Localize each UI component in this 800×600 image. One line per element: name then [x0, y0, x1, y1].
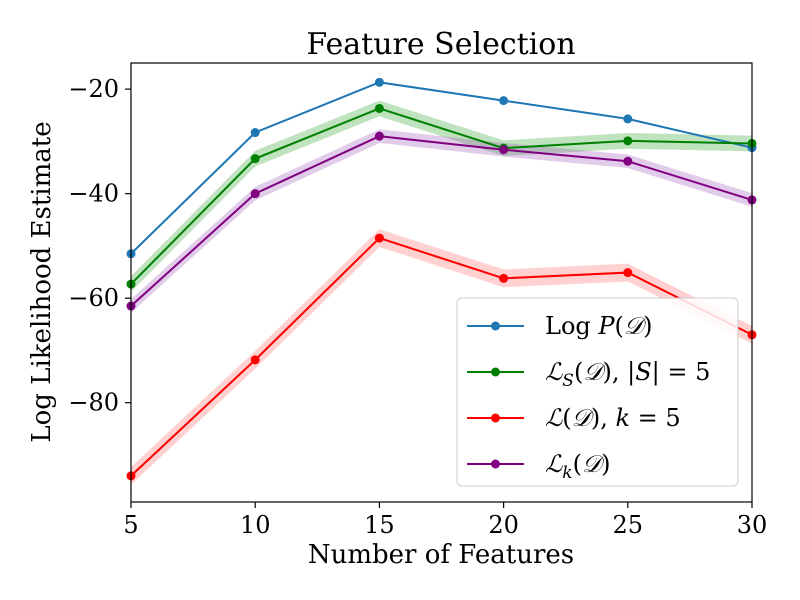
- legend-box: [456, 297, 739, 487]
- y-axis-label: Log Likelihood Estimate: [27, 121, 57, 442]
- line-ls: [130, 107, 753, 285]
- point-lk-15: [374, 131, 384, 141]
- point-ls-10: [250, 154, 260, 164]
- x-tick-label-25: 25: [613, 511, 644, 539]
- legend-marker-l: [491, 413, 500, 423]
- series-lines: [130, 81, 753, 477]
- x-axis-label: Number of Features: [308, 540, 574, 570]
- line-logp: [130, 81, 753, 255]
- x-tick-label-5: 5: [123, 511, 138, 539]
- y-axis-ticks: −20 −40 −60 −80: [68, 75, 131, 417]
- point-ls-15: [374, 103, 384, 113]
- x-axis-ticks: 5 10 15 20 25 30: [123, 502, 767, 539]
- chart-title: Feature Selection: [306, 27, 575, 62]
- point-logp-15: [374, 77, 384, 87]
- point-lk-10: [250, 189, 260, 199]
- x-tick-label-20: 20: [488, 511, 519, 539]
- legend: Log P(𝒟) ℒS(𝒟), |S| = 5 ℒ(𝒟), k = 5 ℒk(𝒟): [456, 297, 739, 487]
- legend-label-ls: ℒS(𝒟), |S| = 5: [545, 358, 710, 391]
- plot-frame: [130, 62, 753, 503]
- y-tick-label--80: −80: [68, 389, 119, 417]
- legend-label-lk: ℒk(𝒟): [545, 450, 611, 483]
- point-logp-25: [623, 114, 633, 124]
- point-l-25: [623, 268, 633, 278]
- band-ls: [131, 100, 752, 292]
- point-logp-10: [250, 128, 260, 138]
- point-l-10: [250, 355, 260, 365]
- x-tick-label-10: 10: [240, 511, 271, 539]
- point-lk-20: [499, 145, 509, 155]
- band-lk: [131, 129, 752, 313]
- point-lk-25: [623, 156, 633, 166]
- legend-marker-logp: [491, 321, 500, 331]
- point-l-20: [499, 273, 509, 283]
- y-tick-label--20: −20: [68, 75, 119, 103]
- x-tick-label-15: 15: [364, 511, 395, 539]
- legend-label-l: ℒ(𝒟), k = 5: [545, 404, 681, 432]
- y-tick-label--40: −40: [68, 180, 119, 208]
- y-tick-label--60: −60: [68, 284, 119, 312]
- point-logp-20: [499, 96, 509, 106]
- line-lk: [130, 135, 753, 307]
- legend-marker-lk: [491, 459, 500, 469]
- line-l: [130, 236, 753, 477]
- legend-marker-ls: [491, 367, 500, 377]
- legend-label-logp: Log P(𝒟): [545, 312, 652, 340]
- point-ls-25: [623, 136, 633, 146]
- x-tick-label-30: 30: [737, 511, 768, 539]
- point-l-15: [374, 233, 384, 243]
